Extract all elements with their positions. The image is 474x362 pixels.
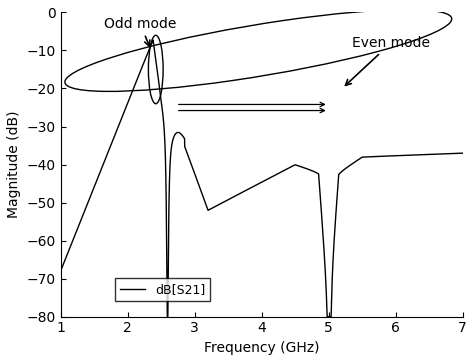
dB[S21] [150, 38, 156, 42]
dB[S21] [74, 227, 80, 231]
dB[S21] [82, 209, 88, 213]
X-axis label: Frequency (GHz): Frequency (GHz) [204, 341, 319, 355]
dB[S21] [60, 264, 65, 269]
Text: Even mode: Even mode [346, 36, 430, 85]
dB[S21] [460, 151, 465, 155]
dB[S21] [164, 315, 170, 319]
Y-axis label: Magnitude (dB): Magnitude (dB) [7, 111, 21, 218]
dB[S21] [137, 71, 142, 76]
Line: dB[S21]: dB[S21] [61, 40, 463, 317]
dB[S21] [438, 152, 444, 156]
dB[S21] [58, 269, 64, 273]
Text: Odd mode: Odd mode [104, 17, 176, 46]
dB[S21] [255, 182, 260, 187]
Legend: dB[S21]: dB[S21] [115, 278, 210, 301]
